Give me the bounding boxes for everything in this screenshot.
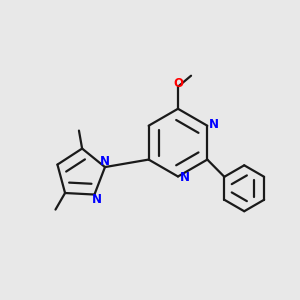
Text: N: N xyxy=(209,118,219,131)
Text: N: N xyxy=(92,193,102,206)
Text: N: N xyxy=(100,155,110,168)
Text: O: O xyxy=(173,77,183,90)
Text: N: N xyxy=(179,171,190,184)
